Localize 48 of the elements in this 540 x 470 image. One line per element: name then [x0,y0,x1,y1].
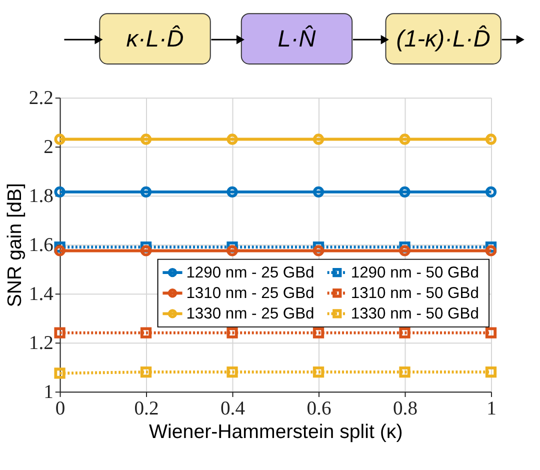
legend-label: 1330 nm - 25 GBd [186,306,314,323]
point [140,186,152,198]
y-tick-label: 1.4 [28,284,54,305]
y-tick-label: 1.8 [28,186,54,207]
point [312,327,324,338]
x-tick-label: 0.8 [392,398,418,420]
point [485,327,497,338]
point [140,327,152,338]
point [312,366,324,378]
point [140,366,152,378]
point [312,186,324,198]
x-tick-label: 0.2 [134,398,159,420]
point [54,327,66,338]
legend-label: 1290 nm - 50 GBd [350,264,479,282]
x-axis-title: Wiener-Hammerstein split (κ) [149,421,403,444]
point [226,186,238,198]
y-tick-label: 1.2 [28,332,54,354]
point [140,134,152,145]
point [312,134,324,145]
y-tick-label: 1.6 [28,234,54,256]
point [485,366,497,378]
x-tick-label: 0.4 [220,398,246,420]
point [226,134,238,145]
x-tick-label: 0 [55,398,66,420]
x-tick-label: 0.6 [306,398,332,420]
legend-label: 1310 nm - 50 GBd [350,285,479,302]
y-axis-title: SNR gain [dB] [4,183,26,308]
text: κ·L·D̂ [126,24,184,52]
point [399,245,410,256]
point [399,366,410,378]
point [399,186,410,198]
text: L·N̂ [278,24,316,52]
legend-label: 1330 nm - 50 GBd [350,306,479,323]
point [312,245,324,256]
point [54,368,66,379]
y-tick-label: 2.2 [28,88,54,109]
x-tick-label: 1 [486,398,496,420]
point [399,327,410,338]
y-tick-label: 2 [44,136,54,158]
point [226,327,238,338]
legend-label: 1290 nm - 25 GBd [186,264,314,282]
legend-label: 1310 nm - 25 GBd [186,285,314,302]
y-tick-label: 1 [44,382,54,403]
point [226,366,238,378]
point [140,245,152,256]
point [226,245,238,256]
point [399,134,410,145]
text: (1-κ)·L·D̂ [396,24,490,52]
